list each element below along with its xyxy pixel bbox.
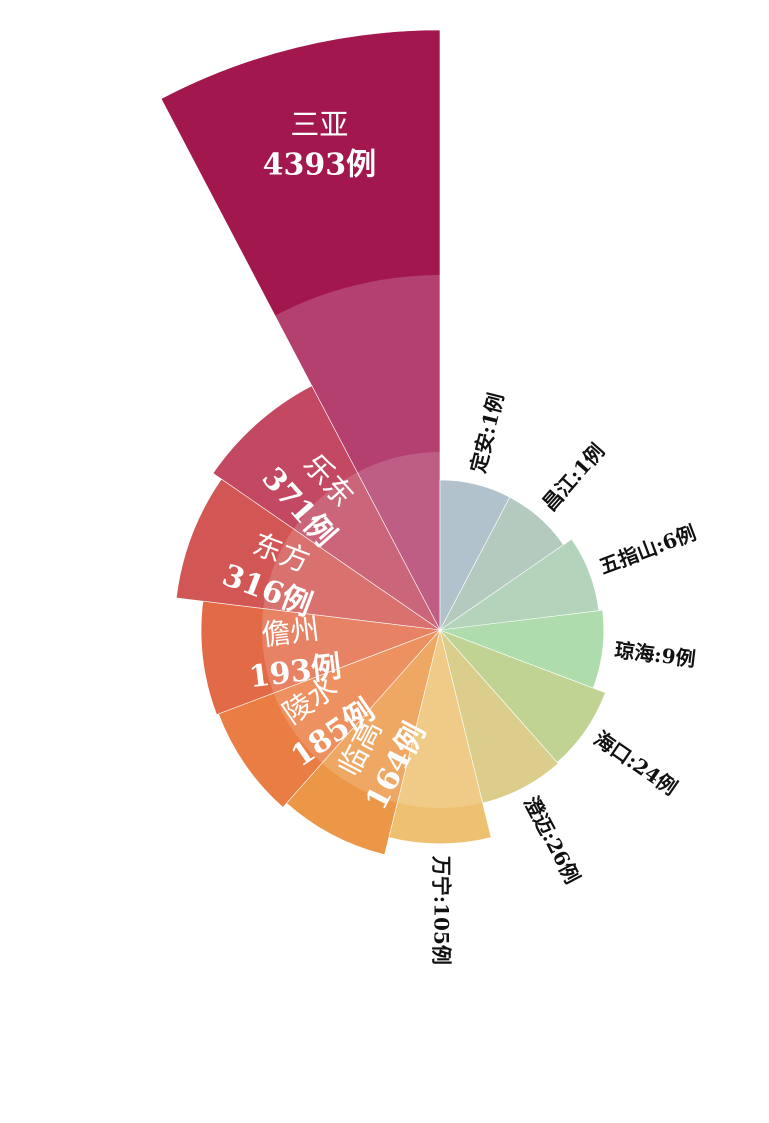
slice-name-label: 儋州 [259,612,321,653]
inner-ring-overlay [262,452,618,808]
slice-澄迈 [439,629,559,804]
slice-name-label: 三亚 [290,108,348,142]
slices-layer [160,29,606,856]
slice-label-三亚: 三亚 4393例 [263,108,377,183]
overlay-layer [85,275,769,985]
slice-琼海 [439,609,605,689]
slice-乐东 [212,385,441,631]
slice-儋州 [200,600,441,716]
outer-ring-overlay [85,275,769,985]
slice-三亚 [160,29,441,631]
slice-label-万宁: 万宁:105例 [430,855,454,965]
slice-陵水 [218,629,441,808]
slice-value-label: 4393例 [263,148,377,183]
slice-定安 [439,479,511,631]
slice-万宁 [388,629,492,844]
slice-五指山 [439,538,600,631]
slice-海口 [439,629,606,763]
slice-东方 [175,478,441,631]
slice-临高 [286,629,441,856]
